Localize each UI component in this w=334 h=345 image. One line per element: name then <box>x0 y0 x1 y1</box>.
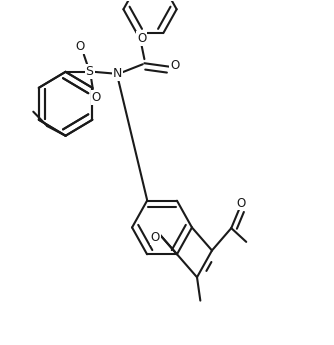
Text: N: N <box>113 67 123 80</box>
Text: O: O <box>137 32 146 45</box>
Text: O: O <box>92 91 101 104</box>
Text: O: O <box>75 40 84 53</box>
Text: O: O <box>151 231 160 244</box>
Text: O: O <box>236 197 246 209</box>
Text: O: O <box>170 59 179 72</box>
Text: S: S <box>86 65 94 78</box>
